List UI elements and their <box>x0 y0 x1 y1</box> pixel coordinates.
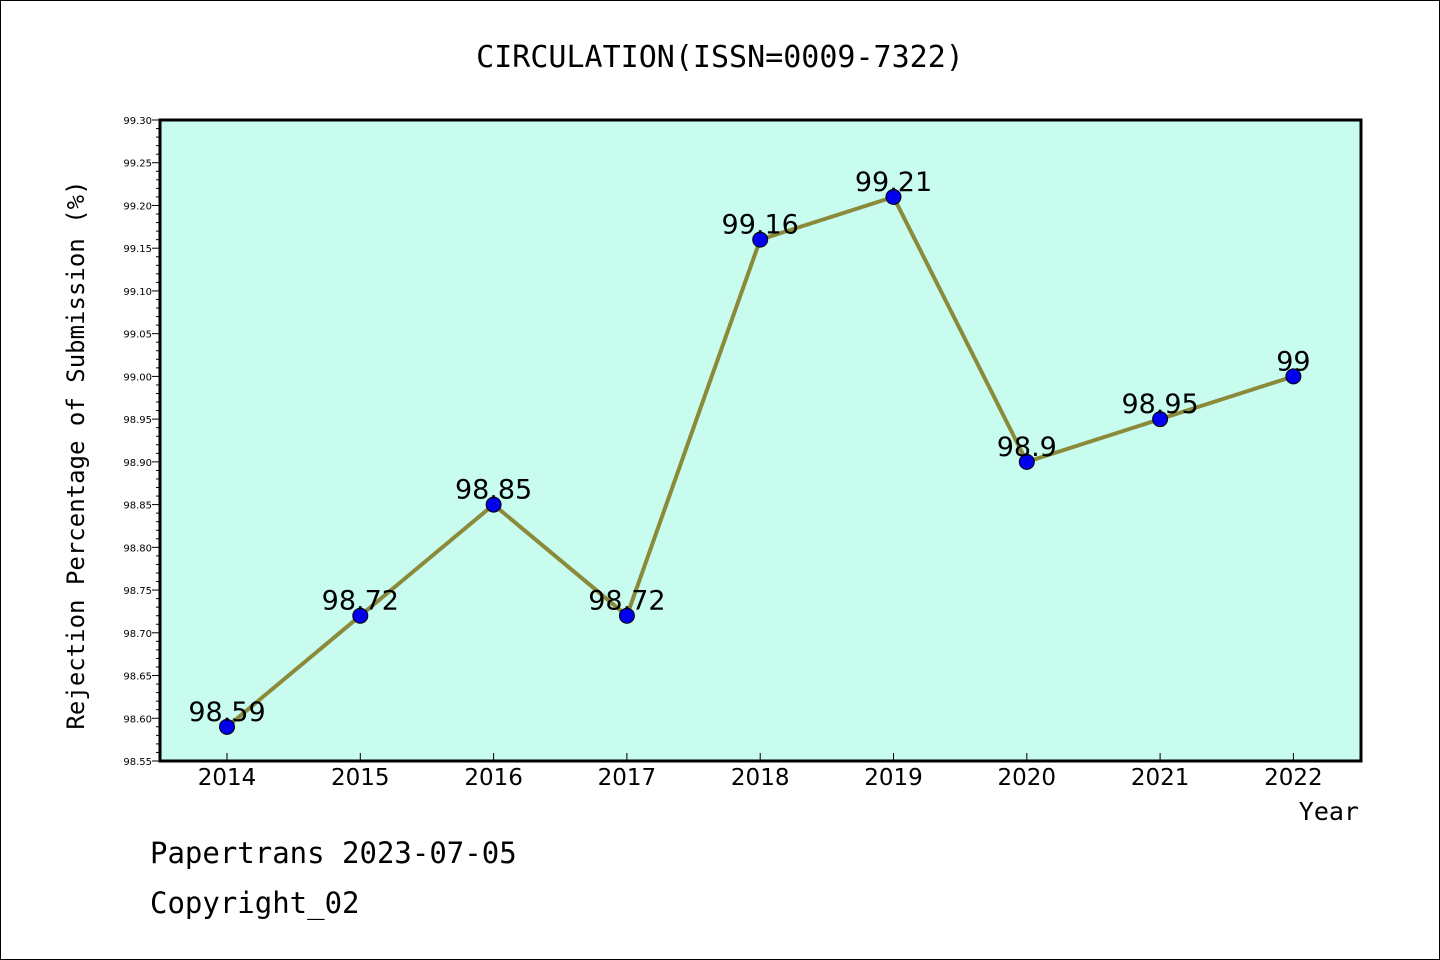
y-tick-label: 98.75 <box>123 586 152 597</box>
plot-area <box>158 118 1363 763</box>
x-tick-label: 2016 <box>464 765 523 791</box>
data-point <box>1285 368 1302 385</box>
y-tick-label: 99.20 <box>123 201 152 212</box>
data-label: 98.9 <box>997 432 1057 463</box>
data-point <box>1018 453 1035 470</box>
y-tick-label: 98.95 <box>123 415 152 426</box>
y-tick-label: 99.30 <box>123 116 152 127</box>
data-label: 98.72 <box>322 586 399 617</box>
footer-copyright-line: Copyright_02 <box>150 886 360 920</box>
data-label: 98.95 <box>1121 389 1198 420</box>
y-tick-label: 98.55 <box>123 757 152 768</box>
data-label: 99 <box>1276 346 1310 377</box>
x-tick-label: 2017 <box>598 765 657 791</box>
data-label: 99.21 <box>855 167 932 198</box>
y-tick-label: 98.70 <box>123 629 152 640</box>
y-tick-label: 98.65 <box>123 672 152 683</box>
x-tick-label: 2020 <box>998 765 1057 791</box>
data-point <box>352 607 369 624</box>
data-point <box>485 496 502 513</box>
y-tick-label: 99.25 <box>123 159 152 170</box>
x-tick-label: 2014 <box>198 765 257 791</box>
x-tick-label: 2018 <box>731 765 790 791</box>
data-point <box>618 607 635 624</box>
y-tick-label: 98.80 <box>123 543 152 554</box>
data-point <box>219 718 235 735</box>
y-tick-label: 98.60 <box>123 714 152 725</box>
data-label: 98.59 <box>188 697 265 728</box>
y-axis: 98.55 98.60 98.65 98.70 98.75 98.80 98.85 98.90… <box>123 116 160 768</box>
data-point <box>885 188 902 205</box>
y-tick-label: 98.85 <box>123 501 152 512</box>
y-tick-label: 99.15 <box>123 244 152 255</box>
x-axis-label: Year <box>1299 797 1359 826</box>
data-point <box>752 231 769 248</box>
y-tick-label: 98.90 <box>123 458 152 469</box>
data-label: 98.72 <box>588 586 665 617</box>
y-tick-label: 99.05 <box>123 330 152 341</box>
data-label: 99.16 <box>722 210 799 241</box>
x-tick-label: 2019 <box>864 765 923 791</box>
data-point <box>1152 411 1169 428</box>
footer-date-line: Papertrans 2023-07-05 <box>150 836 517 870</box>
x-tick-label: 2021 <box>1131 765 1190 791</box>
y-tick-label: 99.10 <box>123 287 152 298</box>
series-group: 98.59 98.72 98.85 98.72 99.16 99.21 98.9 98.95 9… <box>188 167 1311 735</box>
y-axis-label: Rejection Percentage of Submission (%) <box>62 180 90 729</box>
chart-title: CIRCULATION(ISSN=0009-7322) <box>476 40 964 75</box>
x-tick-label: 2022 <box>1264 765 1323 791</box>
data-label: 98.85 <box>455 475 532 506</box>
y-tick-label: 99.00 <box>123 372 152 383</box>
x-axis: 2014 2015 2016 2017 2018 2019 2020 2021 2022 <box>198 753 1323 791</box>
x-tick-label: 2015 <box>331 765 390 791</box>
